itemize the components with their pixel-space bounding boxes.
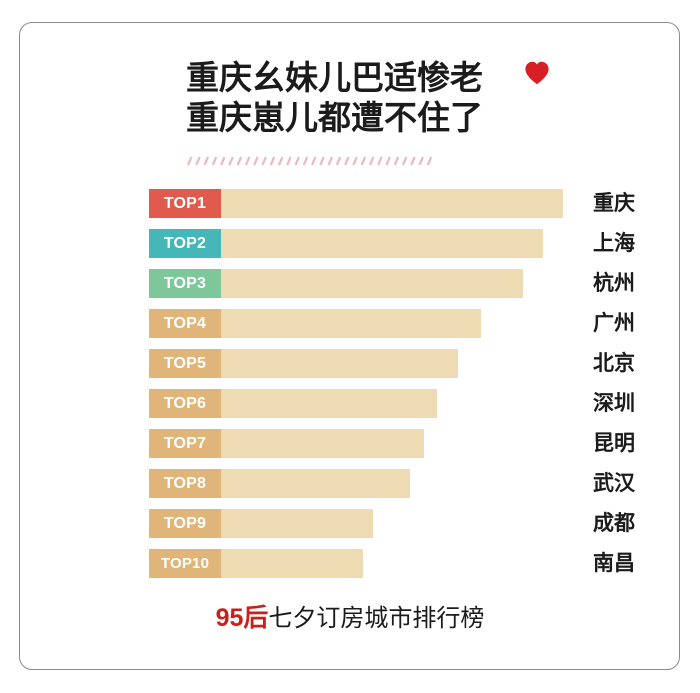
city-label: 重庆 [593,192,635,215]
title-block: 重庆幺妹儿巴适惨老 重庆崽儿都遭不住了 [186,58,566,138]
rank-badge-top5: TOP5 [149,349,221,378]
bar-row: TOP7 昆明 [149,429,649,458]
rank-badge-top7: TOP7 [149,429,221,458]
city-label: 北京 [593,352,635,375]
title-line-2: 重庆崽儿都遭不住了 [186,99,483,136]
city-label: 南昌 [593,552,635,575]
city-label: 上海 [593,232,635,255]
rank-badge-top10: TOP10 [149,549,221,578]
city-label: 深圳 [593,392,635,415]
city-label: 成都 [593,512,635,535]
city-label: 武汉 [593,472,635,495]
bar-row: TOP1 重庆 [149,189,649,218]
bar-row: TOP3 杭州 [149,269,649,298]
rank-badge-top9: TOP9 [149,509,221,538]
bar-row: TOP4 广州 [149,309,649,338]
city-label: 广州 [593,312,635,335]
heart-icon [525,61,549,85]
rank-badge-top2: TOP2 [149,229,221,258]
rank-badge-top4: TOP4 [149,309,221,338]
footer-highlight: 95后 [215,604,269,632]
footer-rest: 七夕订房城市排行榜 [268,605,485,632]
bar-row: TOP6 深圳 [149,389,649,418]
city-label: 杭州 [593,272,635,295]
rank-badge-top1: TOP1 [149,189,221,218]
ranking-bar-chart: TOP1 重庆 TOP2 上海 TOP3 杭州 TOP4 广州 TOP5 北京 TOP6 深圳 TOP7… [149,189,649,579]
bar-row: TOP2 上海 [149,229,649,258]
title-line-1: 重庆幺妹儿巴适惨老 [186,59,483,96]
infographic-card: 重庆幺妹儿巴适惨老 重庆崽儿都遭不住了 TOP1 重庆 TOP2 上海 TOP3 杭州 TO… [19,22,680,670]
bar-row: TOP8 武汉 [149,469,649,498]
dashed-rule [186,156,433,166]
bar-row: TOP5 北京 [149,349,649,378]
bar-row: TOP10 南昌 [149,549,649,578]
footer-caption: 95后七夕订房城市排行榜 [0,598,700,634]
city-label: 昆明 [593,432,635,455]
rank-badge-top6: TOP6 [149,389,221,418]
bar-row: TOP9 成都 [149,509,649,538]
rank-badge-top3: TOP3 [149,269,221,298]
rank-badge-top8: TOP8 [149,469,221,498]
